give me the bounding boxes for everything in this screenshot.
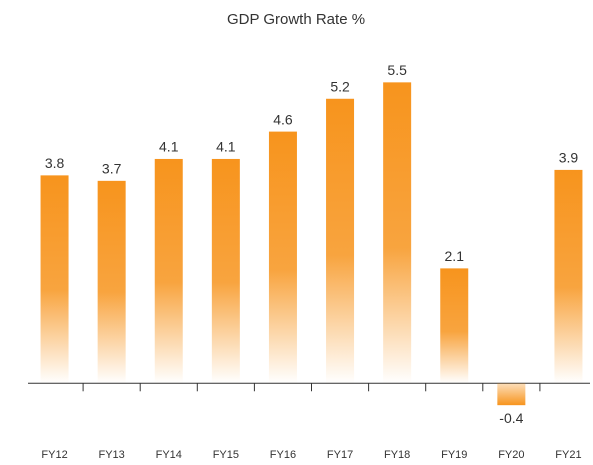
bar — [97, 180, 126, 384]
data-label: 5.2 — [330, 78, 350, 94]
x-tick-label: FY16 — [270, 449, 296, 461]
bar — [40, 175, 69, 384]
x-tick-label: FY21 — [555, 449, 581, 461]
x-tick-label: FY19 — [441, 449, 467, 461]
bar — [554, 169, 583, 384]
data-label: 3.9 — [559, 150, 579, 166]
bar — [211, 158, 240, 384]
data-label: 2.1 — [445, 248, 465, 264]
bar — [154, 158, 183, 384]
data-label: 3.8 — [45, 155, 65, 171]
data-label: 3.7 — [102, 161, 122, 177]
x-tick-label: FY12 — [41, 449, 67, 461]
x-tick-label: FY15 — [213, 449, 239, 461]
data-label: 4.1 — [216, 139, 236, 155]
data-label: 4.6 — [273, 111, 293, 127]
x-tick-label: FY18 — [384, 449, 410, 461]
data-label: -0.4 — [499, 410, 523, 426]
data-label: 4.1 — [159, 139, 179, 155]
x-tick-label: FY14 — [156, 449, 182, 461]
bar — [326, 98, 355, 384]
x-tick-label: FY20 — [498, 449, 524, 461]
bar — [440, 268, 469, 384]
data-label: 5.5 — [387, 62, 407, 78]
chart-title: GDP Growth Rate % — [227, 11, 365, 28]
bar — [383, 82, 412, 384]
x-tick-label: FY17 — [327, 449, 353, 461]
bar — [268, 131, 297, 384]
bar — [497, 383, 526, 406]
x-tick-label: FY13 — [99, 449, 125, 461]
